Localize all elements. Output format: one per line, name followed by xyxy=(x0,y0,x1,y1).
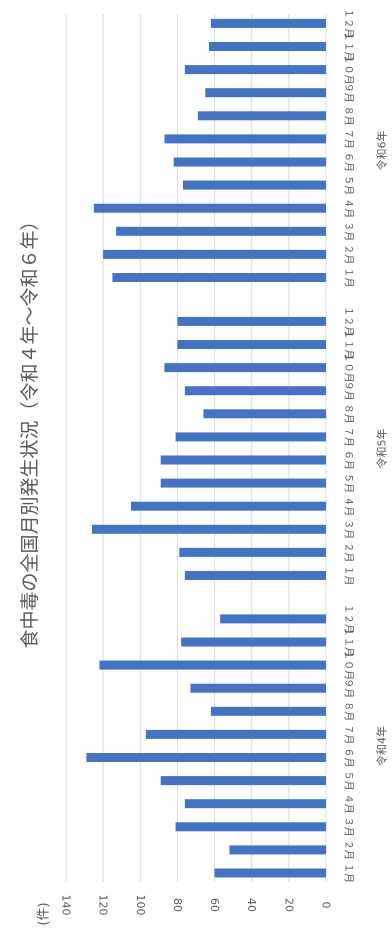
bar xyxy=(190,683,326,693)
bar xyxy=(103,249,327,259)
category-label: １０月 xyxy=(343,353,355,383)
category-label: ７月 xyxy=(343,724,355,744)
bars xyxy=(86,18,327,878)
category-label: ６月 xyxy=(343,450,355,470)
category-label: ３月 xyxy=(343,519,355,539)
bar xyxy=(177,316,326,326)
bar xyxy=(184,799,326,809)
bar xyxy=(209,42,326,51)
bar xyxy=(112,273,326,282)
bar xyxy=(183,180,326,190)
group-label: 令和5年 xyxy=(375,428,389,468)
category-label: １月 xyxy=(343,566,355,586)
category-label: ４月 xyxy=(343,794,355,814)
category-label: １０月 xyxy=(343,55,355,85)
tick-label: 40 xyxy=(245,898,258,912)
tick-label: 140 xyxy=(60,895,73,916)
bar xyxy=(181,637,326,647)
bar xyxy=(175,822,326,832)
category-label: １２月 xyxy=(343,306,355,336)
bar xyxy=(164,363,326,373)
category-label: ８月 xyxy=(343,701,355,721)
category-label: ９月 xyxy=(343,678,355,698)
bar xyxy=(184,65,326,75)
tick-label: 0 xyxy=(320,902,333,909)
category-label: ５月 xyxy=(343,473,355,493)
category-label: １月 xyxy=(343,268,355,288)
category-label: ７月 xyxy=(343,129,355,149)
category-label: ６月 xyxy=(343,152,355,172)
category-label: １２月 xyxy=(343,604,355,634)
bar xyxy=(205,88,326,98)
bar xyxy=(86,753,326,762)
category-label: ２月 xyxy=(343,244,355,264)
category-label: ２月 xyxy=(343,542,355,562)
bar xyxy=(93,203,326,213)
tick-label: 60 xyxy=(208,898,221,912)
category-label: ５月 xyxy=(343,175,355,195)
category-label: ８月 xyxy=(343,106,355,126)
category-label: ３月 xyxy=(343,817,355,837)
bar xyxy=(179,547,326,557)
bar xyxy=(229,845,326,855)
category-label: ４月 xyxy=(343,496,355,516)
bar xyxy=(210,18,326,28)
labels: 020406080100120140１月２月３月４月５月６月７月８月９月１０月１… xyxy=(60,8,389,915)
bar xyxy=(173,157,326,167)
category-label: １０月 xyxy=(343,650,355,680)
category-label: ７月 xyxy=(343,427,355,447)
bar xyxy=(214,868,326,878)
bar xyxy=(197,111,326,121)
bar xyxy=(203,409,326,419)
bar xyxy=(99,660,326,670)
category-label: ２月 xyxy=(343,840,355,860)
gridlines xyxy=(65,14,327,882)
bar xyxy=(164,134,326,144)
category-label: ３月 xyxy=(343,221,355,241)
bar xyxy=(160,478,326,488)
bar xyxy=(177,340,326,349)
bar xyxy=(220,614,326,624)
bar xyxy=(145,729,326,739)
category-label: ９月 xyxy=(343,83,355,103)
tick-label: 100 xyxy=(134,895,147,916)
category-label: ５月 xyxy=(343,771,355,791)
category-label: ４月 xyxy=(343,198,355,218)
chart-title: 食中毒の全国月別発生状況（令和４年〜令和６年） xyxy=(19,211,41,648)
bar xyxy=(160,776,326,786)
bar xyxy=(116,226,327,236)
bar xyxy=(160,455,326,465)
bar xyxy=(92,524,326,534)
category-label: ９月 xyxy=(343,381,355,401)
bar xyxy=(131,501,326,511)
tick-label: 20 xyxy=(282,898,295,912)
bar xyxy=(210,706,326,716)
category-label: １１月 xyxy=(343,627,355,657)
tick-label: 120 xyxy=(97,895,110,916)
group-label: 令和6年 xyxy=(375,130,389,170)
category-label: ８月 xyxy=(343,404,355,424)
category-label: ６月 xyxy=(343,748,355,768)
category-label: １月 xyxy=(343,863,355,883)
group-label: 令和4年 xyxy=(375,726,389,766)
bar xyxy=(184,386,326,396)
category-label: １２月 xyxy=(343,8,355,38)
category-label: １１月 xyxy=(343,330,355,360)
category-label: １１月 xyxy=(343,32,355,62)
unit-label: (件) xyxy=(37,902,52,925)
tick-label: 80 xyxy=(171,898,184,912)
bar xyxy=(184,571,326,580)
bar xyxy=(175,432,326,442)
